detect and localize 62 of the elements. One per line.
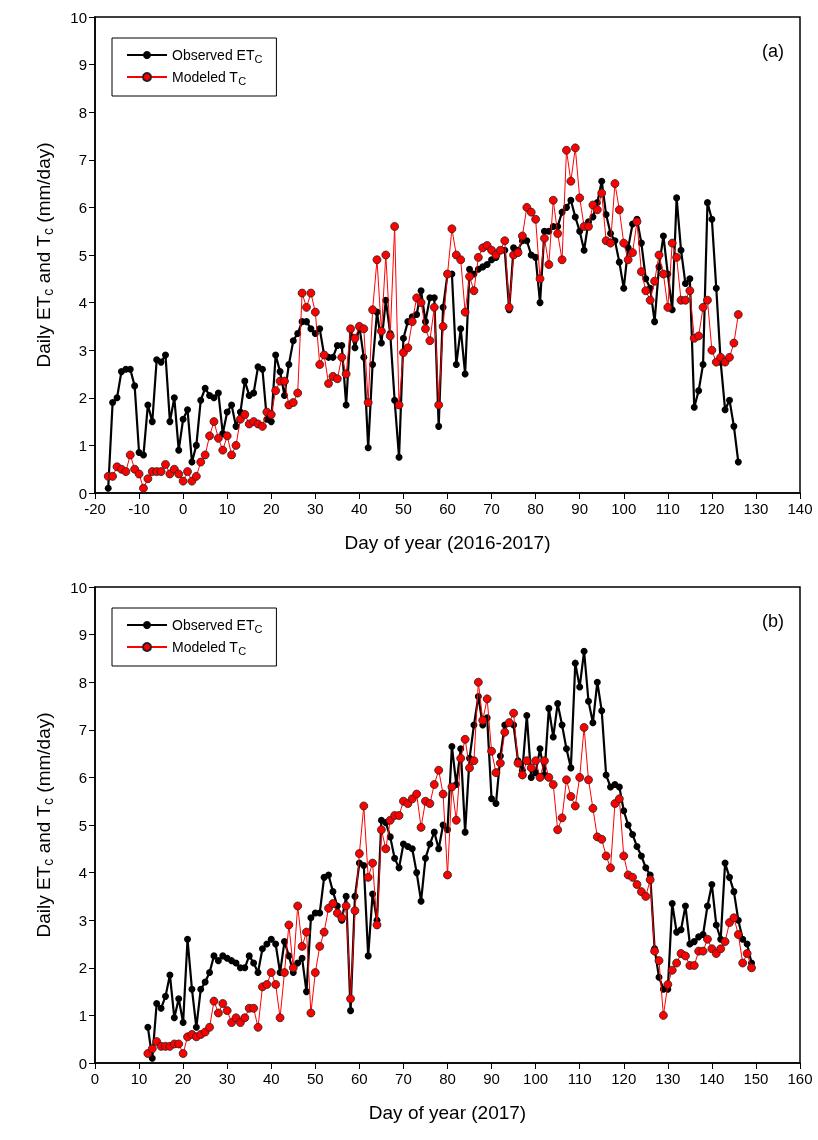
x-tick-label: 130 — [655, 1070, 681, 1087]
x-tick-label: 40 — [351, 500, 368, 517]
x-tick-label: 10 — [130, 1070, 148, 1087]
y-axis-title: Daily ETc and Tc (mm/day) — [32, 712, 56, 938]
x-tick-label: 110 — [655, 500, 680, 517]
x-axis-title: Day of year (2016-2017) — [344, 532, 551, 553]
y-tick-label: 9 — [78, 56, 87, 74]
x-tick-label: 100 — [523, 1070, 549, 1087]
y-tick-label: 1 — [78, 436, 87, 454]
y-tick-label: 8 — [78, 673, 87, 691]
y-tick-label: 10 — [70, 578, 87, 596]
x-tick-label: 90 — [571, 500, 589, 517]
x-tick-label: 40 — [262, 1070, 280, 1087]
y-tick-label: 7 — [78, 151, 87, 169]
y-tick-label: 9 — [78, 626, 87, 644]
y-tick-label: 2 — [78, 959, 87, 977]
y-tick-label: 2 — [78, 389, 87, 407]
x-tick-label: 0 — [178, 500, 188, 517]
x-tick-label: 20 — [174, 1070, 192, 1087]
x-tick-label: 10 — [218, 500, 236, 517]
y-tick-label: 0 — [78, 1054, 87, 1072]
y-tick-label: 4 — [78, 864, 87, 882]
x-axis-title: Day of year (2017) — [368, 1102, 527, 1123]
y-tick-label: 6 — [78, 768, 87, 786]
x-tick-label: 70 — [483, 500, 500, 517]
x-tick-label: 30 — [306, 500, 324, 517]
x-tick-label: 80 — [439, 1070, 456, 1087]
y-tick-label: 1 — [78, 1006, 87, 1024]
x-tick-label: 110 — [567, 1070, 592, 1087]
y-tick-label: 6 — [78, 198, 87, 216]
x-tick-label: 140 — [699, 1070, 725, 1087]
y-tick-label: 0 — [78, 484, 87, 502]
y-tick-label: 8 — [78, 103, 87, 121]
x-tick-label: 50 — [395, 500, 412, 517]
x-tick-label: 20 — [262, 500, 280, 517]
x-tick-label: 140 — [787, 500, 813, 517]
x-tick-label: 30 — [218, 1070, 236, 1087]
x-tick-label: 60 — [439, 500, 456, 517]
x-tick-label: -10 — [128, 500, 150, 517]
y-tick-label: 3 — [78, 911, 87, 929]
annotation: (b) — [762, 611, 784, 631]
x-tick-label: 60 — [351, 1070, 368, 1087]
x-tick-label: 70 — [395, 1070, 412, 1087]
x-tick-label: 0 — [90, 1070, 100, 1087]
y-tick-label: 3 — [78, 341, 87, 359]
x-tick-label: 100 — [611, 500, 637, 517]
x-tick-label: 160 — [787, 1070, 813, 1087]
y-tick-label: 5 — [78, 246, 87, 264]
annotation: (a) — [762, 41, 784, 61]
x-tick-label: 80 — [527, 500, 544, 517]
x-tick-label: 150 — [743, 1070, 769, 1087]
x-tick-label: -20 — [84, 500, 106, 517]
x-tick-label: 120 — [699, 500, 725, 517]
y-tick-label: 7 — [78, 721, 87, 739]
y-tick-label: 5 — [78, 816, 87, 834]
x-tick-label: 90 — [483, 1070, 500, 1087]
y-axis-title: Daily ETc and Tc (mm/day) — [32, 142, 56, 368]
x-tick-label: 120 — [611, 1070, 637, 1087]
x-tick-label: 130 — [743, 500, 769, 517]
y-tick-label: 4 — [78, 294, 87, 312]
y-tick-label: 10 — [70, 8, 87, 26]
x-tick-label: 50 — [306, 1070, 324, 1087]
